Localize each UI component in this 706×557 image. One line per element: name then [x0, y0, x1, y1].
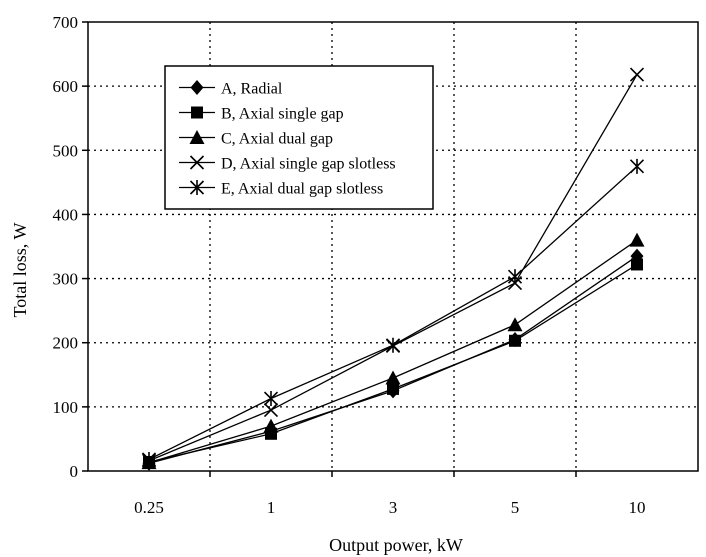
- legend-marker: [190, 80, 204, 95]
- data-point: [263, 402, 279, 418]
- legend-label: E, Axial dual gap slotless: [221, 181, 383, 198]
- x-axis-ticks: 0.25 1 3 5 10: [134, 471, 646, 517]
- x-tick-label: 1: [267, 498, 276, 517]
- y-tick-label: 100: [53, 398, 79, 417]
- data-point: [263, 418, 279, 433]
- x-tick-label: 5: [511, 498, 520, 517]
- legend-label: C, Axial dual gap: [221, 131, 333, 148]
- data-point: [387, 382, 399, 395]
- data-point: [629, 232, 645, 247]
- plot-area: [87, 21, 699, 472]
- x-tick-label: 0.25: [134, 498, 164, 517]
- data-point: [631, 258, 643, 271]
- y-tick-label: 500: [53, 141, 79, 160]
- y-tick-label: 200: [53, 334, 79, 353]
- y-axis-label: Total loss, W: [10, 223, 30, 318]
- y-tick-label: 600: [53, 77, 79, 96]
- legend-marker: [189, 180, 205, 195]
- data-point: [629, 158, 645, 174]
- x-tick-label: 3: [389, 498, 398, 517]
- data-point: [385, 370, 401, 385]
- series-line-b: [148, 263, 638, 463]
- y-axis-ticks: 0 100 200 300 400 500 600 700: [53, 13, 88, 481]
- y-tick-label: 400: [53, 205, 79, 224]
- legend-label: A, Radial: [221, 81, 283, 98]
- series-line-e: [148, 165, 638, 461]
- data-point: [263, 391, 279, 407]
- x-axis-label: Output power, kW: [329, 535, 463, 555]
- data-point: [629, 67, 645, 82]
- data-point: [509, 334, 521, 347]
- legend-marker: [189, 130, 205, 144]
- data-point: [385, 337, 401, 353]
- data-point: [507, 317, 523, 332]
- legend-label: D, Axial single gap slotless: [221, 156, 396, 173]
- y-tick-label: 0: [70, 462, 79, 481]
- data-point: [141, 451, 157, 467]
- data-point: [507, 269, 523, 285]
- legend-label: B, Axial single gap: [221, 106, 344, 123]
- series-line-a: [148, 255, 638, 464]
- series-markers: [141, 67, 645, 471]
- legend-marker: [189, 155, 205, 170]
- legend: A, Radial B, Axial single gap C, Axial dua…: [164, 65, 434, 210]
- x-tick-label: 10: [629, 498, 646, 517]
- legend-marker: [191, 106, 203, 119]
- y-tick-label: 700: [53, 13, 79, 32]
- y-tick-label: 300: [53, 270, 79, 289]
